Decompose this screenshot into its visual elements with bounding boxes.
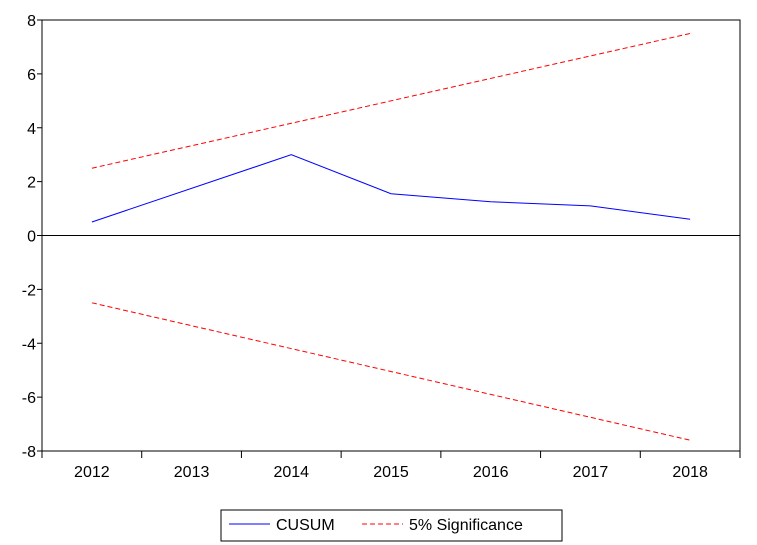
legend-label-cusum: CUSUM (276, 517, 335, 534)
legend-label-significance: 5% Significance (409, 517, 523, 534)
y-tick-label: 0 (27, 229, 36, 246)
y-tick-label: -8 (22, 444, 36, 461)
x-axis: 2012 2013 2014 2015 2016 2017 2018 (41, 451, 741, 481)
y-axis: 8 6 4 2 0 -2 -4 -6 -8 (22, 13, 42, 461)
upper-significance-line (91, 33, 691, 169)
y-tick-label: -6 (22, 390, 36, 407)
y-tick-label: 8 (27, 13, 36, 30)
x-tick-label: 2013 (174, 464, 210, 481)
cusum-line (91, 154, 691, 223)
y-tick-label: 4 (27, 121, 36, 138)
y-tick-label: 6 (27, 67, 36, 84)
legend-item-cusum: CUSUM (229, 517, 335, 534)
legend: CUSUM 5% Significance (220, 509, 563, 542)
x-tick-label: 2014 (273, 464, 309, 481)
x-tick-label: 2018 (672, 464, 708, 481)
y-tick-label: -4 (22, 336, 36, 353)
y-tick-label: -2 (22, 282, 36, 299)
legend-box (220, 509, 563, 542)
y-tick-label: 2 (27, 175, 36, 192)
x-tick-label: 2017 (573, 464, 609, 481)
x-tick-label: 2012 (74, 464, 110, 481)
lower-significance-line (91, 302, 691, 441)
series-lines (91, 33, 691, 441)
x-tick-label: 2016 (473, 464, 509, 481)
legend-item-significance: 5% Significance (362, 517, 523, 534)
x-tick-label: 2015 (373, 464, 409, 481)
